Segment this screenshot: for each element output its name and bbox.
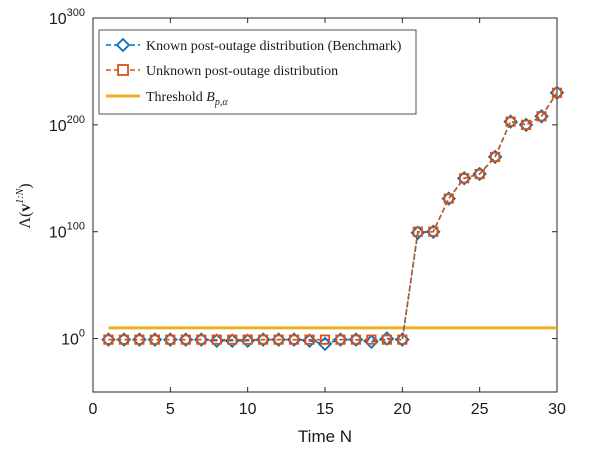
data-point-unknown xyxy=(428,226,439,237)
legend-swatch-unknown-marker xyxy=(117,64,129,76)
legend-label-threshold-text: Threshold xyxy=(146,90,203,105)
y-axis-label-sup: 1:N xyxy=(15,187,26,203)
x-tick-label: 30 xyxy=(548,401,566,418)
data-point-unknown xyxy=(505,116,516,127)
y-tick-label: 10100 xyxy=(49,221,85,242)
data-point-unknown xyxy=(490,151,501,163)
data-point-unknown xyxy=(350,334,362,345)
data-point-unknown xyxy=(459,173,470,184)
legend: Known post-outage distribution (Benchmar… xyxy=(98,29,417,115)
legend-label-threshold: Threshold Bp,α xyxy=(146,90,228,108)
data-point-unknown xyxy=(196,334,207,345)
data-point-unknown xyxy=(335,334,346,345)
x-tick-label: 20 xyxy=(393,401,411,418)
data-point-unknown xyxy=(443,193,454,204)
legend-swatch-known-marker xyxy=(115,37,131,53)
x-tick-label: 10 xyxy=(239,401,257,418)
y-axis-label: Λ(v1:N) xyxy=(15,183,34,228)
data-point-unknown xyxy=(180,334,191,345)
data-point-unknown xyxy=(319,334,331,345)
y-axis-label-lambda: Λ( xyxy=(17,212,34,229)
x-tick-label: 5 xyxy=(166,401,175,418)
series-layer xyxy=(101,85,565,352)
svg-text:Λ(v1:N): Λ(v1:N) xyxy=(15,183,34,228)
x-tick-label: 0 xyxy=(89,401,98,418)
data-point-unknown xyxy=(103,334,114,345)
data-point-unknown xyxy=(258,334,269,345)
data-point-unknown xyxy=(118,334,130,345)
legend-box xyxy=(98,29,417,115)
y-axis-label-close: ) xyxy=(17,183,34,188)
data-point-unknown xyxy=(536,111,547,122)
data-point-unknown xyxy=(304,334,315,345)
data-point-unknown xyxy=(227,334,238,345)
data-point-unknown xyxy=(474,168,485,180)
data-point-unknown xyxy=(520,119,532,130)
data-point-unknown xyxy=(242,334,253,345)
x-tick-label: 15 xyxy=(316,401,334,418)
data-point-unknown xyxy=(551,87,563,98)
data-point-unknown xyxy=(288,334,300,345)
legend-label-unknown: Unknown post-outage distribution xyxy=(146,64,338,79)
y-tick-label: 100 xyxy=(61,328,85,349)
legend-label-threshold-base: B xyxy=(206,90,215,105)
data-point-unknown xyxy=(412,226,423,237)
y-tick-label: 10200 xyxy=(49,114,85,135)
data-point-unknown xyxy=(273,334,284,345)
x-tick-label: 25 xyxy=(471,401,489,418)
y-tick-label: 10300 xyxy=(49,7,85,28)
data-point-unknown xyxy=(165,334,176,345)
data-point-unknown xyxy=(397,334,408,345)
x-axis-label: Time N xyxy=(298,427,352,446)
data-point-unknown xyxy=(211,334,222,345)
data-point-unknown xyxy=(149,334,160,345)
data-point-unknown xyxy=(381,334,392,345)
y-axis-label-v: v xyxy=(17,204,34,212)
legend-label-threshold-sub: p,α xyxy=(214,97,229,108)
axes-layer: 0 5 10 15 20 25 30 100 10100 10200 10300 xyxy=(49,7,566,418)
legend-label-known: Known post-outage distribution (Benchmar… xyxy=(146,39,402,54)
data-point-unknown xyxy=(366,334,377,345)
data-point-unknown xyxy=(134,334,145,345)
